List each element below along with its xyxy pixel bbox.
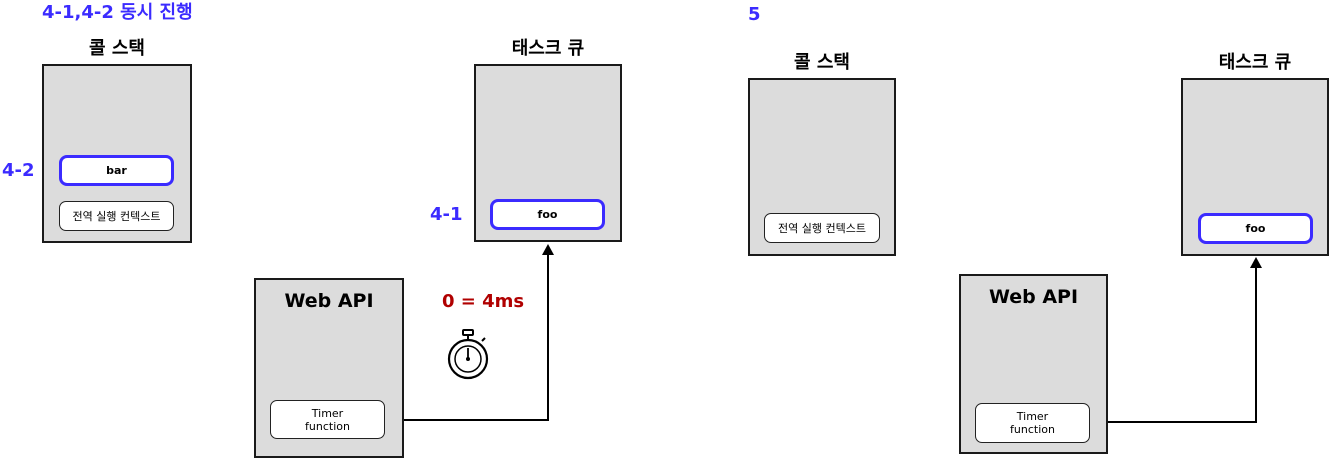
call-stack-frame-bar: bar: [59, 155, 174, 186]
step-heading: 4-1,4-2 동시 진행: [42, 2, 193, 23]
global-execution-context: 전역 실행 컨텍스트: [764, 213, 880, 243]
stopwatch-icon: [447, 329, 489, 380]
task-queue-item-foo: foo: [1198, 213, 1313, 244]
timer-function: Timer function: [270, 400, 385, 439]
call-stack-title: 콜 스택: [794, 52, 850, 73]
task-queue-title: 태스크 큐: [1218, 52, 1292, 73]
web-api-title: Web API: [988, 286, 1079, 308]
arrow-up-icon: [1250, 257, 1262, 268]
step-label: 4-1: [430, 204, 463, 225]
arrow-up-icon: [542, 244, 554, 255]
right-arrow-line: [1088, 267, 1257, 423]
timer-function: Timer function: [975, 403, 1090, 443]
timer-delay-label: 0 = 4ms: [442, 291, 525, 312]
task-queue-title: 태스크 큐: [511, 38, 585, 59]
web-api-title: Web API: [284, 290, 374, 312]
task-queue-item-foo: foo: [490, 199, 605, 230]
step-label: 4-2: [2, 160, 35, 181]
step-heading: 5: [748, 4, 761, 25]
call-stack-title: 콜 스택: [89, 38, 145, 59]
left-arrow-line: [384, 254, 549, 421]
global-execution-context: 전역 실행 컨텍스트: [59, 201, 174, 231]
